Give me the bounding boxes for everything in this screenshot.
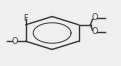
Text: O: O bbox=[91, 13, 98, 22]
Text: O: O bbox=[11, 37, 18, 46]
Text: O: O bbox=[91, 27, 98, 36]
Text: F: F bbox=[23, 14, 28, 23]
